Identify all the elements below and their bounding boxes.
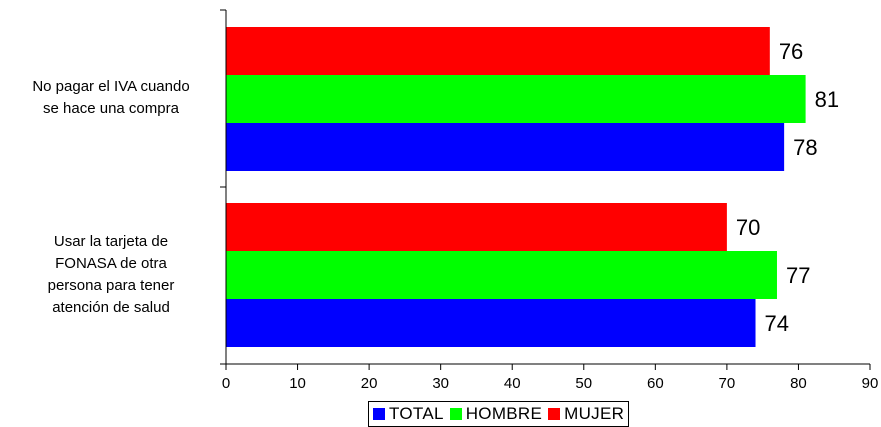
- data-label-hombre-2: 77: [786, 263, 810, 288]
- data-label-mujer-1: 76: [779, 39, 803, 64]
- x-tick-label-70: 70: [719, 375, 736, 392]
- category-label-1: No pagar el IVA cuando se hace una compra: [6, 76, 216, 120]
- x-tick-label-60: 60: [647, 375, 664, 392]
- data-label-hombre-1: 81: [815, 87, 839, 112]
- category-label-line: se hace una compra: [43, 100, 179, 117]
- data-label-mujer-2: 70: [736, 215, 760, 240]
- x-tick-label-40: 40: [504, 375, 521, 392]
- bar-mujer-1: [226, 27, 770, 75]
- chart-svg: 76 70 81 77 78 74 0 10 20 30 40 50 60 70 80 90: [220, 9, 879, 392]
- category-label-2: Usar la tarjeta de FONASA de otra persona …: [6, 231, 216, 319]
- category-label-line: persona para tener: [47, 277, 175, 294]
- x-tick-label-20: 20: [361, 375, 378, 392]
- legend-label-hombre: HOMBRE: [465, 404, 543, 423]
- legend-label-total: TOTAL: [389, 404, 444, 423]
- x-tick-label-30: 30: [432, 375, 449, 392]
- data-label-total-2: 74: [765, 311, 789, 336]
- category-label-line: atención de salud: [52, 299, 170, 316]
- x-tick-label-0: 0: [222, 375, 230, 392]
- legend-swatch-hombre: [449, 408, 462, 420]
- bar-hombre-1: [226, 75, 806, 123]
- x-tick-label-50: 50: [575, 375, 592, 392]
- legend-item-mujer: MUJER: [548, 404, 624, 424]
- legend-label-mujer: MUJER: [564, 404, 625, 423]
- bar-hombre-2: [226, 251, 777, 299]
- legend: TOTAL HOMBRE MUJER: [368, 401, 630, 427]
- x-tick-label-90: 90: [862, 375, 879, 392]
- bar-total-2: [226, 299, 756, 347]
- bar-mujer-2: [226, 203, 727, 251]
- legend-item-hombre: HOMBRE: [449, 404, 543, 424]
- legend-swatch-total: [373, 408, 385, 420]
- data-label-total-1: 78: [793, 135, 817, 160]
- category-label-line: FONASA de otra: [55, 255, 167, 272]
- category-label-line: Usar la tarjeta de: [53, 233, 169, 250]
- category-label-line: No pagar el IVA cuando: [32, 78, 190, 95]
- x-tick-label-10: 10: [289, 375, 306, 392]
- bar-total-1: [226, 123, 785, 171]
- legend-item-total: TOTAL: [373, 404, 444, 424]
- legend-swatch-mujer: [548, 408, 561, 420]
- x-tick-label-80: 80: [790, 375, 807, 392]
